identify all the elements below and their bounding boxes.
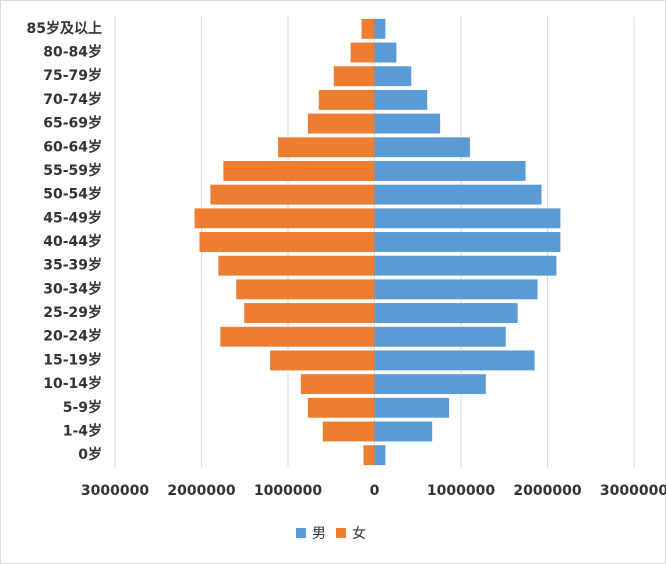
y-tick-label: 75-79岁 — [43, 67, 102, 84]
y-tick-label: 35-39岁 — [43, 257, 102, 274]
legend-label: 男 — [312, 526, 326, 542]
x-tick-label: 2000000 — [513, 483, 581, 499]
y-tick-label: 55-59岁 — [43, 162, 102, 179]
bar — [270, 350, 375, 371]
bar — [220, 326, 375, 347]
y-tick-label: 65-69岁 — [43, 115, 102, 132]
legend-swatch — [296, 528, 306, 538]
bar — [199, 232, 375, 252]
bar — [300, 374, 375, 395]
bar — [374, 161, 526, 181]
y-tick-label: 0岁 — [78, 446, 102, 463]
bar — [374, 303, 518, 323]
x-tick-label: 0 — [370, 483, 380, 499]
bar — [374, 421, 433, 442]
bar — [307, 113, 375, 134]
bar — [374, 89, 428, 110]
bar — [333, 66, 375, 87]
bar — [363, 445, 375, 466]
bar — [223, 161, 375, 181]
bar — [322, 421, 375, 442]
bar — [278, 137, 375, 158]
bar — [374, 184, 542, 205]
y-tick-label: 5-9岁 — [63, 399, 102, 416]
y-tick-label: 70-74岁 — [43, 91, 102, 108]
bar — [374, 208, 561, 229]
y-tick-label: 60-64岁 — [43, 138, 102, 155]
bar — [236, 279, 375, 300]
bar — [374, 326, 506, 347]
x-tick-label: 2000000 — [167, 483, 235, 499]
y-tick-label: 45-49岁 — [43, 209, 102, 226]
bar — [244, 303, 375, 323]
bar — [374, 255, 557, 276]
bar — [218, 255, 375, 276]
bar — [374, 350, 535, 371]
y-tick-label: 80-84岁 — [43, 44, 102, 61]
y-tick-label: 30-34岁 — [43, 280, 102, 297]
x-tick-label: 3000000 — [81, 483, 149, 499]
bar — [374, 374, 486, 395]
bar — [374, 232, 561, 252]
legend-label: 女 — [352, 525, 366, 542]
bar — [374, 113, 441, 134]
y-tick-label: 15-19岁 — [43, 351, 102, 368]
y-tick-label: 25-29岁 — [43, 304, 102, 321]
legend-swatch — [336, 528, 346, 538]
bar — [374, 18, 386, 39]
bar — [374, 137, 470, 158]
y-tick-label: 50-54岁 — [43, 186, 102, 203]
y-tick-label: 1-4岁 — [63, 422, 102, 439]
bar — [318, 89, 375, 110]
bar — [210, 184, 375, 205]
y-tick-label: 10-14岁 — [43, 375, 102, 392]
bar — [374, 42, 397, 63]
bar — [194, 208, 375, 229]
y-tick-label: 40-44岁 — [43, 233, 102, 250]
bar — [374, 66, 412, 87]
bar — [361, 18, 375, 39]
bar — [307, 397, 375, 418]
y-tick-label: 85岁及以上 — [27, 20, 102, 37]
bar — [374, 279, 538, 300]
y-tick-label: 20-24岁 — [43, 328, 102, 345]
x-tick-label: 3000000 — [600, 483, 666, 499]
bar — [374, 445, 386, 466]
bar — [374, 397, 450, 418]
x-tick-label: 1000000 — [427, 483, 495, 499]
x-tick-label: 1000000 — [254, 483, 322, 499]
bar — [350, 42, 375, 63]
